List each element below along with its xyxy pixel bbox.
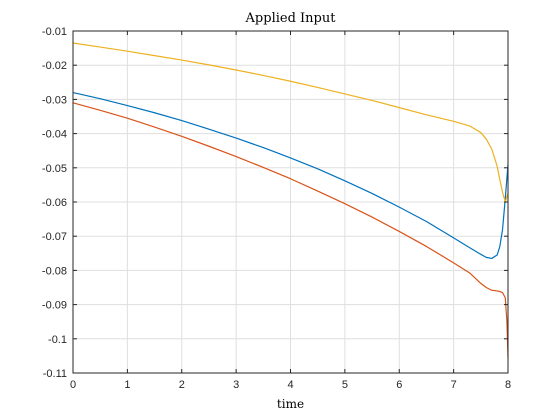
y-tick-label: -0.05 bbox=[42, 163, 67, 175]
x-tick-label: 4 bbox=[287, 379, 293, 391]
chart-title: Applied Input bbox=[245, 11, 337, 26]
y-tick-label: -0.09 bbox=[42, 300, 67, 312]
x-tick-label: 2 bbox=[179, 379, 185, 391]
series-line-1 bbox=[72, 91, 509, 260]
y-tick-label: -0.07 bbox=[42, 231, 67, 243]
x-tick-label: 7 bbox=[451, 379, 457, 391]
x-tick-label: 3 bbox=[233, 379, 239, 391]
y-tick-label: -0.1 bbox=[48, 334, 67, 346]
y-tick-label: -0.08 bbox=[42, 265, 67, 277]
y-tick-label: -0.02 bbox=[42, 60, 67, 72]
series-line-2 bbox=[72, 102, 509, 358]
x-tick-label: 1 bbox=[124, 379, 130, 391]
y-tick-label: -0.03 bbox=[42, 94, 67, 106]
y-tick-label: -0.06 bbox=[42, 197, 67, 209]
x-tick-label: 0 bbox=[70, 379, 76, 391]
x-tick-label: 6 bbox=[396, 379, 402, 391]
y-tick-label: -0.01 bbox=[42, 26, 67, 38]
x-tick-label: 5 bbox=[342, 379, 348, 391]
series-line-3 bbox=[72, 42, 509, 203]
y-tick-label: -0.04 bbox=[42, 129, 67, 141]
y-tick-label: -0.11 bbox=[43, 368, 67, 380]
x-axis-label: time bbox=[277, 397, 304, 411]
x-tick-label: 8 bbox=[505, 379, 511, 391]
